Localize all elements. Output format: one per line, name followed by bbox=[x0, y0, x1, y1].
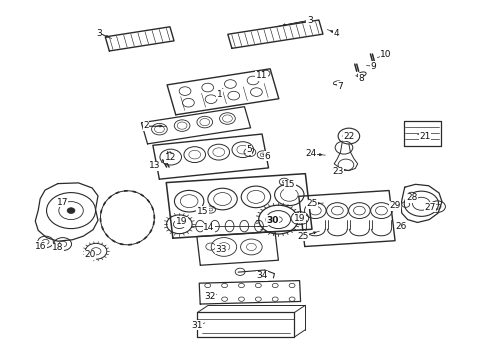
Text: 25: 25 bbox=[297, 232, 309, 241]
Text: 1: 1 bbox=[217, 90, 222, 99]
Text: 10: 10 bbox=[380, 50, 392, 59]
Text: 31: 31 bbox=[191, 321, 203, 330]
Text: 21: 21 bbox=[419, 132, 431, 141]
Text: 7: 7 bbox=[338, 82, 343, 91]
Text: 15: 15 bbox=[196, 207, 208, 216]
Circle shape bbox=[67, 208, 75, 213]
Text: 3: 3 bbox=[307, 15, 313, 24]
Text: 30: 30 bbox=[266, 216, 279, 225]
Text: 18: 18 bbox=[52, 243, 64, 252]
Text: 5: 5 bbox=[246, 145, 252, 154]
Text: 33: 33 bbox=[216, 245, 227, 253]
Text: 6: 6 bbox=[265, 152, 270, 161]
Text: 15: 15 bbox=[284, 180, 296, 189]
Text: 20: 20 bbox=[84, 251, 96, 259]
Text: 11: 11 bbox=[256, 71, 268, 80]
Text: 32: 32 bbox=[204, 292, 216, 301]
Text: 25: 25 bbox=[306, 199, 318, 208]
Text: 24: 24 bbox=[306, 149, 317, 158]
Text: 13: 13 bbox=[149, 161, 161, 170]
Text: 29: 29 bbox=[389, 202, 401, 210]
Text: 4: 4 bbox=[333, 29, 339, 37]
Text: 3: 3 bbox=[96, 29, 102, 37]
Text: 22: 22 bbox=[343, 132, 354, 140]
Text: 27: 27 bbox=[424, 203, 436, 212]
Text: 19: 19 bbox=[294, 213, 306, 222]
Text: 26: 26 bbox=[395, 222, 407, 231]
Text: 2: 2 bbox=[143, 122, 149, 130]
Text: 23: 23 bbox=[332, 167, 344, 176]
Text: 9: 9 bbox=[370, 62, 376, 71]
Text: 14: 14 bbox=[203, 223, 215, 233]
Text: 12: 12 bbox=[165, 153, 176, 162]
Text: 8: 8 bbox=[358, 74, 364, 83]
Text: 34: 34 bbox=[256, 271, 268, 280]
Text: 19: 19 bbox=[175, 217, 187, 226]
Text: 28: 28 bbox=[406, 194, 417, 202]
Text: 16: 16 bbox=[35, 242, 47, 251]
Text: 17: 17 bbox=[56, 198, 68, 207]
